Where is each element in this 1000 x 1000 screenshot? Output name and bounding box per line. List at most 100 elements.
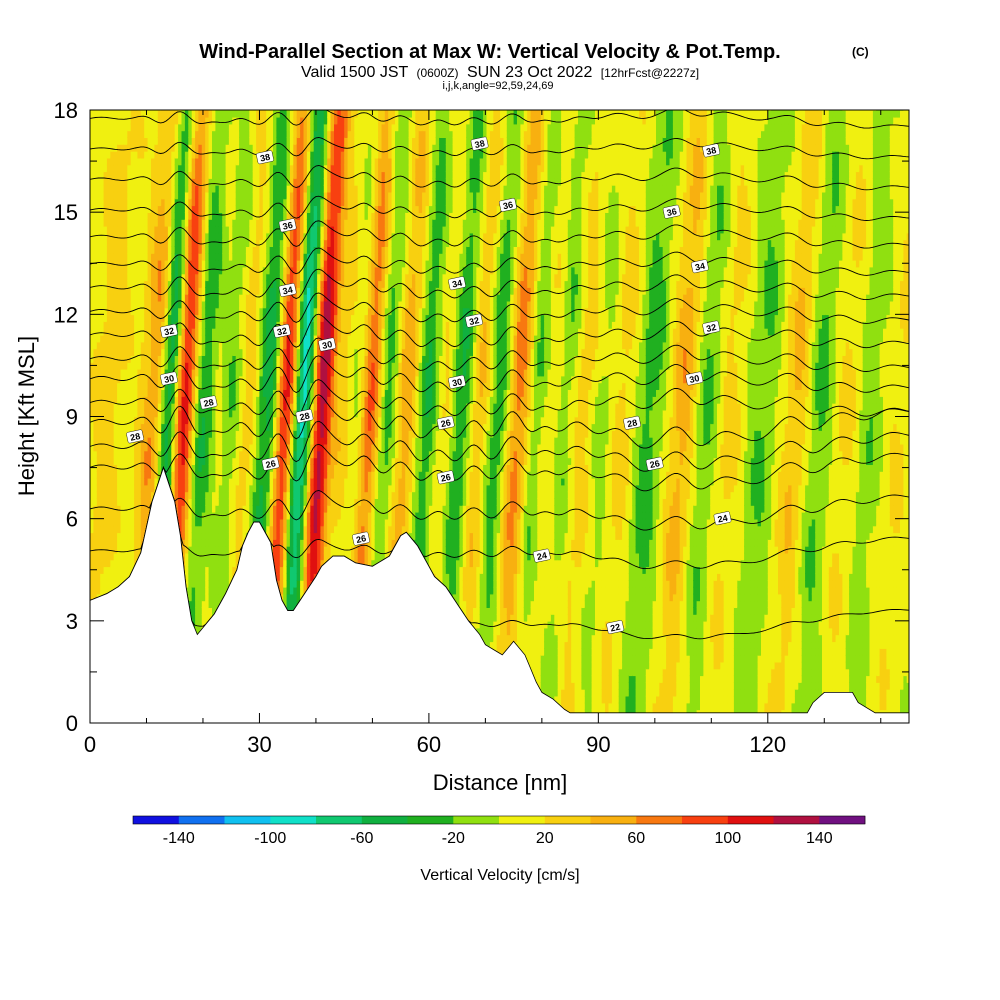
w-cell <box>164 137 169 145</box>
w-cell <box>110 471 115 479</box>
w-cell <box>171 477 176 486</box>
w-cell <box>157 259 162 268</box>
w-cell <box>157 457 162 465</box>
w-cell <box>157 137 162 145</box>
w-cell <box>205 518 210 527</box>
w-cell <box>184 436 190 445</box>
w-cell <box>191 518 196 527</box>
w-cell <box>161 436 166 445</box>
w-cell <box>154 382 159 390</box>
w-cell <box>174 491 179 499</box>
w-cell <box>144 164 149 173</box>
w-cell <box>191 123 196 132</box>
w-cell <box>90 246 95 254</box>
w-cell <box>174 307 179 316</box>
w-cell <box>127 259 132 268</box>
w-cell <box>171 423 176 431</box>
w-cell <box>205 123 210 132</box>
w-cell <box>167 137 173 145</box>
w-cell <box>93 321 98 329</box>
w-cell <box>96 334 101 343</box>
w-cell <box>130 280 135 288</box>
w-cell <box>140 116 145 125</box>
w-cell <box>188 212 193 220</box>
w-cell <box>164 225 169 234</box>
w-cell <box>205 484 210 493</box>
w-cell <box>188 178 193 186</box>
w-cell <box>120 382 125 390</box>
w-cell <box>120 525 125 534</box>
w-cell <box>201 580 206 588</box>
w-cell <box>113 457 118 465</box>
w-cell <box>167 287 173 295</box>
w-cell <box>208 593 213 602</box>
w-cell <box>198 219 203 227</box>
w-cell <box>127 225 132 234</box>
w-cell <box>184 382 190 390</box>
w-cell <box>93 518 98 527</box>
w-cell <box>195 341 200 350</box>
w-cell <box>90 457 95 465</box>
w-cell <box>137 457 142 465</box>
w-cell <box>113 573 118 581</box>
w-cell <box>195 191 200 200</box>
w-cell <box>100 389 105 397</box>
w-cell <box>147 280 152 288</box>
w-cell <box>188 471 193 479</box>
w-cell <box>144 123 149 132</box>
w-cell <box>198 566 203 574</box>
w-cell <box>96 464 101 472</box>
w-cell <box>123 130 129 138</box>
w-cell <box>147 491 152 499</box>
w-cell <box>106 191 112 200</box>
w-cell <box>100 280 105 288</box>
w-cell <box>113 328 118 336</box>
w-cell <box>188 539 193 547</box>
w-cell <box>90 253 95 261</box>
w-cell <box>178 280 183 288</box>
w-cell <box>201 457 206 465</box>
w-cell <box>184 559 190 568</box>
w-cell <box>117 341 122 350</box>
w-cell <box>191 471 196 479</box>
w-cell <box>205 307 210 316</box>
w-cell <box>178 110 183 118</box>
w-cell <box>188 382 193 390</box>
w-cell <box>140 150 145 159</box>
w-cell <box>120 280 125 288</box>
w-cell <box>154 341 159 350</box>
w-cell <box>157 219 162 227</box>
w-cell <box>93 457 98 465</box>
w-cell <box>184 416 190 425</box>
w-cell <box>117 137 122 145</box>
w-cell <box>113 225 118 234</box>
w-cell <box>188 498 193 506</box>
w-cell <box>117 123 122 132</box>
w-cell <box>181 477 186 486</box>
w-cell <box>178 164 183 173</box>
w-cell <box>113 137 118 145</box>
w-cell <box>201 205 206 213</box>
w-cell <box>195 552 200 561</box>
w-cell <box>110 123 115 132</box>
w-cell <box>90 484 95 493</box>
w-cell <box>171 436 176 445</box>
w-cell <box>164 355 169 363</box>
w-cell <box>120 505 125 513</box>
w-cell <box>93 586 98 595</box>
w-cell <box>184 212 190 220</box>
w-cell <box>113 259 118 268</box>
w-cell <box>157 355 162 363</box>
w-cell <box>103 464 108 472</box>
w-cell <box>188 389 193 397</box>
w-cell <box>147 198 152 207</box>
w-cell <box>106 212 112 220</box>
w-cell <box>93 477 98 486</box>
w-cell <box>137 198 142 207</box>
w-cell <box>117 389 122 397</box>
w-cell <box>151 436 156 445</box>
w-cell <box>100 150 105 159</box>
w-cell <box>120 362 125 370</box>
w-cell <box>157 191 162 200</box>
w-cell <box>198 334 203 343</box>
